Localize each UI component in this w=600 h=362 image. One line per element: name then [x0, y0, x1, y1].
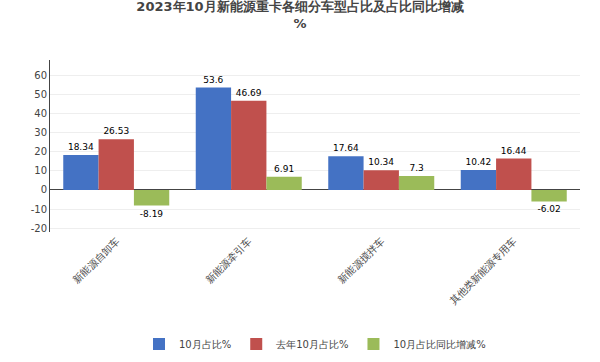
svg-text:去年10月占比%: 去年10月占比%: [276, 339, 348, 350]
svg-text:6.91: 6.91: [274, 164, 294, 174]
svg-text:-8.19: -8.19: [140, 209, 164, 219]
svg-text:26.53: 26.53: [103, 126, 129, 136]
svg-text:7.3: 7.3: [409, 163, 423, 173]
svg-text:10: 10: [34, 165, 47, 176]
svg-text:-10: -10: [31, 204, 47, 215]
svg-text:53.6: 53.6: [203, 75, 223, 85]
svg-text:其他类新能源专用车: 其他类新能源专用车: [447, 235, 518, 306]
svg-text:-20: -20: [31, 223, 47, 234]
svg-text:新能源牵引车: 新能源牵引车: [203, 235, 253, 285]
svg-text:新能源搅拌车: 新能源搅拌车: [336, 235, 386, 285]
svg-text:18.34: 18.34: [68, 142, 94, 152]
svg-text:30: 30: [34, 127, 47, 138]
svg-text:10.42: 10.42: [466, 157, 492, 167]
svg-text:20: 20: [34, 146, 47, 157]
svg-text:10.34: 10.34: [368, 157, 394, 167]
svg-text:60: 60: [34, 70, 47, 81]
svg-text:新能源自卸车: 新能源自卸车: [71, 235, 121, 285]
svg-text:46.69: 46.69: [236, 88, 262, 98]
svg-text:10月占比同比增减%: 10月占比同比增减%: [393, 339, 485, 350]
svg-text:40: 40: [34, 108, 47, 119]
svg-text:0: 0: [41, 184, 47, 195]
svg-text:10月占比%: 10月占比%: [179, 339, 231, 350]
svg-text:16.44: 16.44: [501, 146, 527, 156]
svg-text:17.64: 17.64: [333, 143, 359, 153]
svg-text:2023年10月新能源重卡各细分车型占比及占比同比增减%: 2023年10月新能源重卡各细分车型占比及占比同比增减%: [136, 0, 463, 31]
svg-text:-6.02: -6.02: [537, 204, 560, 214]
svg-text:50: 50: [34, 89, 47, 100]
